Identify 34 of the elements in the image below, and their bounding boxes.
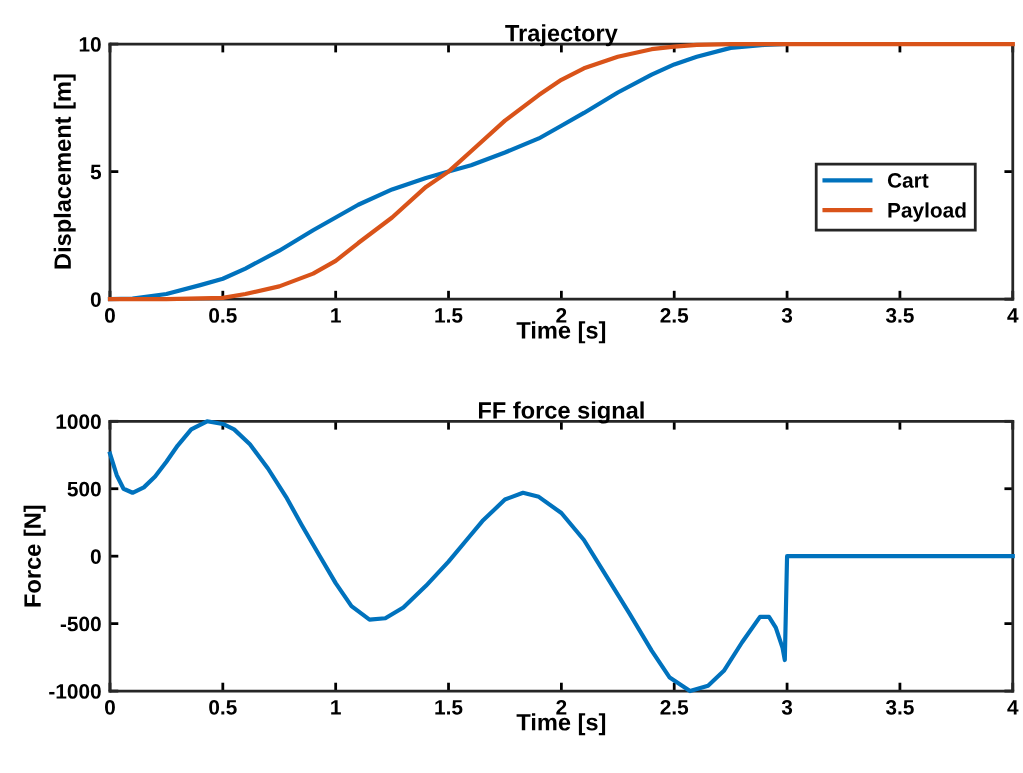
x-tick-label: 0.5 (209, 699, 237, 715)
x-tick-label: 1 (331, 700, 341, 715)
chart-title: FF force signal (478, 401, 644, 424)
x-tick-label: 4 (1007, 700, 1019, 715)
x-tick-label: 1.5 (435, 308, 463, 323)
x-tick-label: 1 (331, 308, 341, 323)
x-axis-title: Time [s] (516, 713, 606, 736)
y-axis-title: Force [N] (23, 505, 46, 607)
x-tick-label: 2.5 (660, 308, 689, 323)
chart-title: Trajectory (505, 24, 618, 47)
x-axis-title: Time [s] (516, 321, 606, 344)
y-tick-label: 5 (90, 164, 102, 180)
x-tick-label: 2 (556, 308, 567, 323)
x-tick-label: 1.5 (435, 700, 463, 715)
y-tick-label: 1000 (56, 414, 101, 430)
x-tick-label: 4 (1007, 308, 1019, 323)
x-tick-label: 3 (781, 699, 793, 715)
legend-label: Cart (887, 173, 929, 188)
y-tick-label: 10 (79, 37, 101, 52)
x-tick-label: 3.5 (885, 308, 914, 323)
y-tick-label: 500 (67, 481, 101, 497)
x-tick-label: 0 (105, 308, 115, 323)
legend-label: Payload (888, 202, 966, 222)
x-tick-label: 0 (105, 699, 115, 715)
x-tick-label: 2.5 (660, 699, 689, 715)
x-tick-label: 0.5 (209, 308, 237, 323)
y-tick-label: 0 (90, 549, 101, 564)
y-tick-label: -500 (60, 616, 101, 632)
y-axis-title: Displacement [m] (53, 74, 76, 269)
y-tick-label: 0 (90, 292, 101, 307)
x-tick-label: 3 (781, 308, 793, 323)
y-tick-label: -1000 (49, 684, 101, 699)
x-tick-label: 2 (556, 699, 567, 715)
x-tick-label: 3.5 (885, 699, 914, 715)
